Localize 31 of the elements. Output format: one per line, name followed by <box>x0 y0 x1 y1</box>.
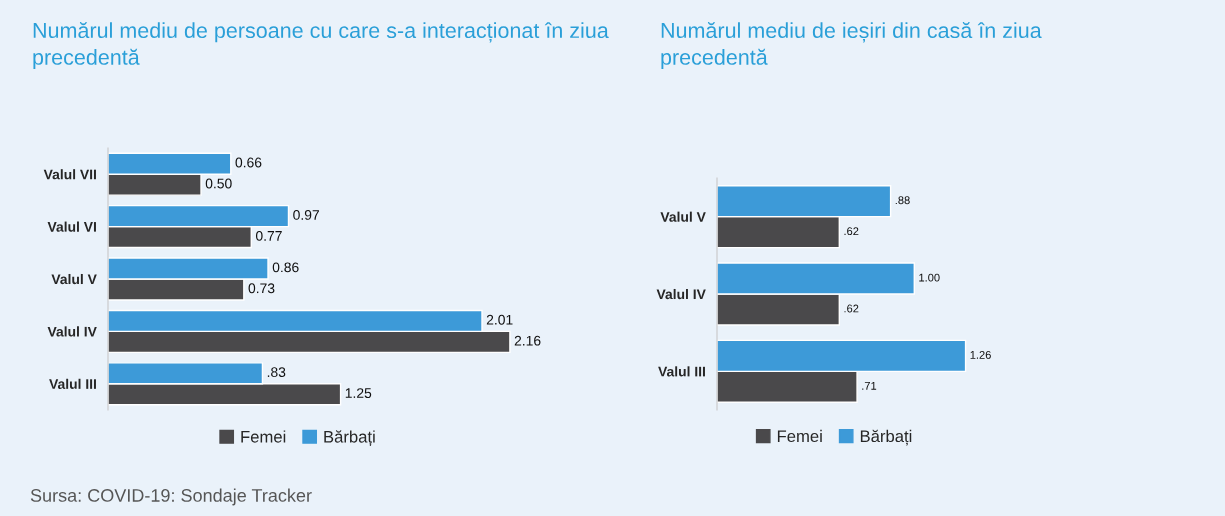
data-label: .62 <box>844 227 859 236</box>
data-label: 0.86 <box>272 262 299 273</box>
data-label: 2.16 <box>514 335 541 346</box>
legend-label: Bărbați <box>324 430 375 447</box>
chart-title: Numărul mediu de ieșiri din casă în ziua precedentă <box>661 22 1042 70</box>
legend-label: Femei <box>777 429 822 443</box>
y-tick-label: Valul III <box>49 378 96 389</box>
data-label: 2.01 <box>486 314 513 325</box>
data-label: 0.73 <box>248 283 275 294</box>
legend-label: Femei <box>241 430 286 443</box>
data-label: .71 <box>862 382 877 390</box>
data-label: .62 <box>844 304 859 313</box>
data-label: 1.25 <box>345 388 372 399</box>
y-tick-label: Valul III <box>658 366 705 377</box>
data-label: 0.66 <box>235 157 262 168</box>
y-tick-label: Valul V <box>660 211 706 222</box>
y-tick-label: Valul V <box>51 273 97 285</box>
y-tick-label: Valul IV <box>656 288 706 300</box>
data-label: 1.00 <box>919 273 940 282</box>
chart-title: Numărul mediu de persoane cu care s-a interacționat în ziua precedentă <box>33 22 609 70</box>
data-label: 0.77 <box>255 230 282 241</box>
legend-label: Bărbați <box>860 429 912 446</box>
data-label: 1.26 <box>970 350 991 359</box>
data-label: .88 <box>895 196 910 205</box>
data-label: 0.50 <box>205 178 232 189</box>
data-label: .83 <box>267 367 286 378</box>
data-label: 0.97 <box>293 210 319 220</box>
y-tick-label: Valul IV <box>47 326 97 337</box>
y-tick-label: Valul VII <box>43 169 96 180</box>
text: Sursa: COVID-19: Sondaje Tracker <box>30 488 312 506</box>
y-tick-label: Valul VI <box>47 221 96 232</box>
